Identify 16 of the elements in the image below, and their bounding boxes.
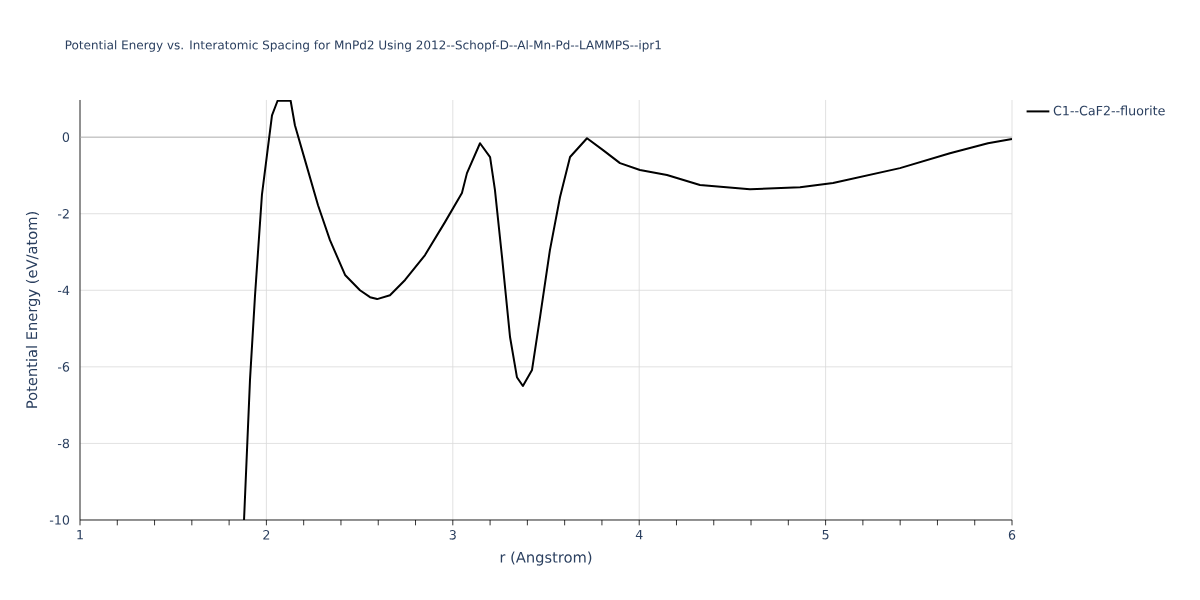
legend-label: C1--CaF2--fluorite [1053,105,1165,116]
x-axis-title: r (Angstrom) [500,551,592,566]
y-tick-label: -10 [49,515,70,525]
y-tick-label: -8 [57,438,70,449]
x-tick-label: 3 [449,530,456,540]
x-tick-label: 4 [635,530,643,540]
y-tick-label: -2 [57,209,69,219]
x-tick-label: 1 [77,530,83,540]
x-tick-label: 5 [822,530,829,540]
x-tick-label: 2 [263,530,270,540]
y-axis-title: Potential Energy (eV/atom) [25,212,41,408]
x-tick-label: 6 [1008,530,1016,540]
y-tick-label: -6 [57,362,70,372]
y-tick-label: 0 [62,132,70,142]
y-tick-label: -4 [57,285,70,295]
chart-title: Potential Energy vs. Interatomic Spacing for MnPd2 Using 2012--Schopf-D--Al-Mn-Pd--LAMMPS--ipr1 [65,40,661,52]
